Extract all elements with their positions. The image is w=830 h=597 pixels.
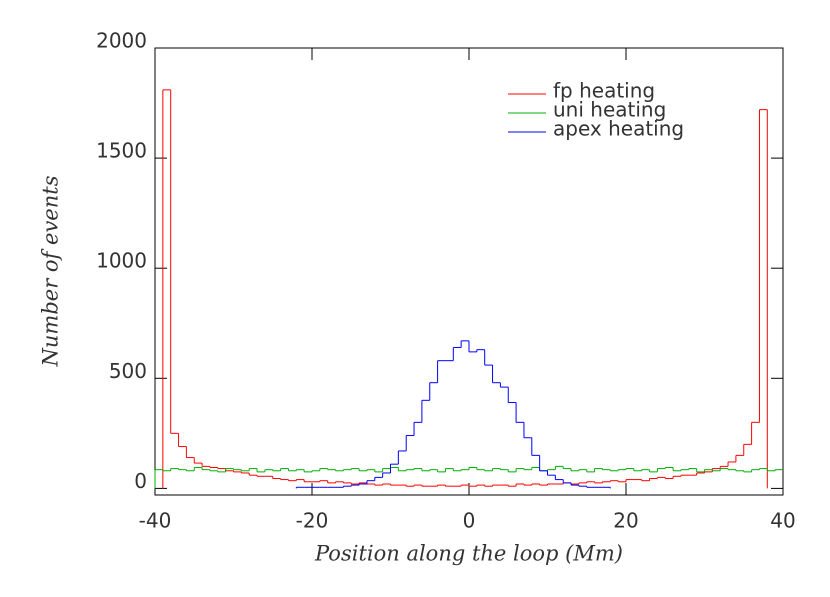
x-tick-label: -40 (139, 509, 172, 533)
y-tick-label: 500 (109, 359, 147, 383)
y-tick-label: 1500 (96, 139, 147, 163)
legend-label: apex heating (553, 117, 684, 141)
x-tick-label: -20 (296, 509, 329, 533)
legend-label: uni heating (553, 98, 666, 122)
y-tick-label: 0 (134, 469, 147, 493)
y-axis-label: Number of events (39, 175, 63, 367)
x-tick-label: 20 (613, 509, 638, 533)
x-tick-label: 40 (770, 509, 795, 533)
y-tick-label: 2000 (96, 29, 147, 53)
legend-label: fp heating (553, 79, 655, 103)
x-axis-label: Position along the loop (Mm) (314, 542, 623, 566)
plot-frame (154, 47, 784, 496)
x-tick-label: 0 (463, 509, 476, 533)
y-tick-label: 1000 (96, 249, 147, 273)
